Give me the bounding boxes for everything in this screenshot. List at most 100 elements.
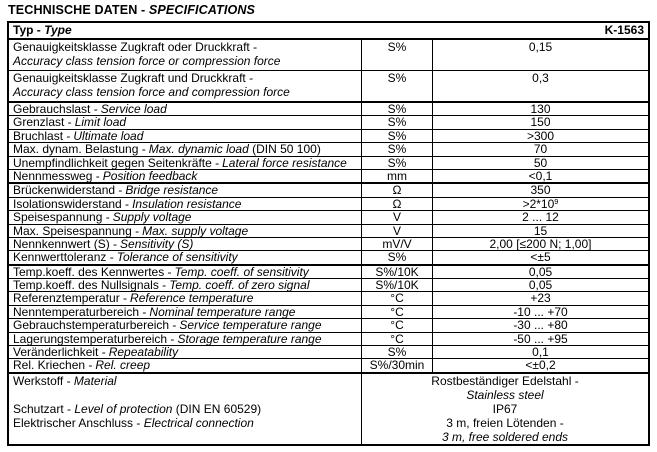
spec-label: Nennkennwert (S) - Sensitivity (S)	[9, 236, 361, 251]
spec-label-de: Speisespannung -	[13, 210, 110, 225]
footer-labels: Werkstoff - Material Schutzart - Level o…	[9, 374, 361, 444]
table-row: Lagerungstemperaturbereich - Storage temp…	[9, 331, 648, 346]
spec-label-de: Lagerungstemperaturbereich -	[13, 331, 175, 346]
footer-label-de: Elektrischer Anschluss -	[13, 415, 141, 430]
spec-label-en: Sensitivity (S)	[120, 236, 194, 251]
spec-value: <±0,2	[432, 359, 648, 372]
footer-label-line	[13, 388, 361, 402]
spec-label-en: Repeatability	[108, 345, 179, 360]
footer-label-de: Werkstoff -	[13, 373, 71, 388]
spec-label-de: Max. Speisespannung -	[13, 223, 140, 238]
spec-unit: S%/10K	[361, 279, 432, 292]
footer-label-suffix: (DIN EN 60529)	[172, 401, 262, 416]
spec-label-en: Temp. coeff. of sensitivity	[174, 264, 309, 279]
spec-unit: °C	[361, 305, 432, 318]
footer-label-en: Level of protection	[74, 401, 173, 416]
spec-unit: S%/10K	[361, 265, 432, 278]
spec-label-de: Genauigkeitsklasse Zugkraft oder Druckkr…	[13, 40, 258, 54]
spec-label-en: Supply voltage	[112, 210, 192, 225]
spec-unit: S%	[361, 102, 432, 116]
table-row: Nenntemperaturbereich - Nominal temperatu…	[9, 304, 648, 319]
spec-label-de: Brückenwiderstand -	[13, 183, 123, 198]
spec-label: Temp.koeff. des Kennwertes - Temp. coeff.…	[9, 264, 361, 279]
table-row: Grenzlast - Limit load S% 150	[9, 115, 648, 130]
spec-value: 15	[432, 224, 648, 237]
spec-label-en: Tolerance of sensitivity	[116, 250, 238, 265]
type-label: Typ - Type	[13, 23, 72, 38]
spec-value: 0,05	[432, 265, 648, 278]
page-title: TECHNISCHE DATEN - SPECIFICATIONS	[8, 3, 657, 17]
footer-value-line: IP67	[492, 401, 518, 416]
spec-unit: S%	[361, 71, 432, 101]
spec-unit: V	[361, 224, 432, 237]
spec-label-de: Temp.koeff. des Kennwertes -	[13, 264, 172, 279]
spec-label: Veränderlichkeit - Repeatability	[9, 345, 361, 360]
spec-label: Genauigkeitsklasse Zugkraft oder Druckkr…	[9, 40, 361, 70]
spec-value: <0,1	[432, 169, 648, 182]
spec-label-en: Ultimate load	[73, 128, 144, 143]
spec-value: 0,3	[432, 71, 648, 101]
spec-label: Referenztemperatur - Reference temperatur…	[9, 291, 361, 306]
spec-label-en: Temp. coeff. of zero signal	[169, 278, 310, 293]
spec-label: Unempfindlichkeit gegen Seitenkräfte - La…	[9, 155, 361, 170]
spec-unit: S%	[361, 346, 432, 359]
footer-value-line: 3 m, freien Lötenden -	[446, 415, 564, 430]
spec-label-de: Gebrauchstemperaturbereich -	[13, 318, 177, 333]
spec-label-de: Veränderlichkeit -	[13, 345, 106, 360]
spec-table: Typ - Type K-1563 Genauigkeitsklasse Zug…	[7, 21, 650, 446]
spec-label-de: Gebrauchslast -	[13, 102, 98, 116]
spec-value: 0,1	[432, 346, 648, 359]
spec-value: >2*109	[432, 197, 648, 210]
spec-label-en: Lateral force resistance	[222, 155, 347, 170]
table-row: Temp.koeff. des Nullsignals - Temp. coeff…	[9, 278, 648, 293]
spec-value: -50 ... +95	[432, 332, 648, 345]
table-row: Brückenwiderstand - Bridge resistance Ω 3…	[9, 182, 648, 198]
spec-value: +23	[432, 292, 648, 305]
footer-value-line: Stainless steel	[466, 387, 544, 402]
spec-label: Grenzlast - Limit load	[9, 115, 361, 130]
spec-label: Rel. Kriechen - Rel. creep	[9, 359, 361, 372]
spec-label-de: Kennwerttoleranz -	[13, 250, 114, 265]
spec-value: -10 ... +70	[432, 305, 648, 318]
footer-label-en: Material	[73, 373, 117, 388]
table-row: Genauigkeitsklasse Zugkraft oder Druckkr…	[9, 38, 648, 70]
table-row: Rel. Kriechen - Rel. creep S%/30min <±0,2	[9, 358, 648, 372]
table-row: Kennwerttoleranz - Tolerance of sensitivi…	[9, 250, 648, 265]
spec-unit: °C	[361, 332, 432, 345]
spec-value: 0,05	[432, 279, 648, 292]
spec-label-en: Nominal temperature range	[149, 304, 296, 319]
spec-unit: °C	[361, 319, 432, 332]
spec-label-en: Accuracy class tension force and compres…	[13, 84, 290, 99]
spec-unit: S%/30min	[361, 359, 432, 372]
table-row: Temp.koeff. des Kennwertes - Temp. coeff.…	[9, 263, 648, 279]
spec-label-en: Service temperature range	[179, 318, 322, 333]
spec-label: Bruchlast - Ultimate load	[9, 128, 361, 143]
table-row: Gebrauchstemperaturbereich - Service temp…	[9, 318, 648, 333]
spec-label-en: Storage temperature range	[177, 331, 322, 346]
spec-unit: S%	[361, 116, 432, 129]
spec-label-en: Max. dynamic load	[148, 142, 249, 157]
spec-label-de: Temp.koeff. des Nullsignals -	[13, 278, 167, 293]
spec-rows-container: Genauigkeitsklasse Zugkraft oder Druckkr…	[9, 38, 648, 372]
table-row: Isolationswiderstand - Insulation resista…	[9, 196, 648, 210]
type-label-en: Type	[44, 23, 72, 37]
spec-label: Lagerungstemperaturbereich - Storage temp…	[9, 331, 361, 346]
type-code: K-1563	[604, 23, 644, 37]
spec-label: Isolationswiderstand - Insulation resista…	[9, 197, 361, 210]
spec-unit: S%	[361, 156, 432, 169]
spec-value: 130	[432, 102, 648, 116]
spec-value: 150	[432, 116, 648, 129]
spec-label-en: Limit load	[74, 115, 127, 130]
spec-label: Brückenwiderstand - Bridge resistance	[9, 183, 361, 198]
footer-label-line: Schutzart - Level of protection (DIN EN …	[13, 402, 361, 416]
spec-label-de: Referenztemperatur -	[13, 291, 128, 306]
spec-label-de: Bruchlast -	[13, 128, 71, 143]
spec-label-de: Nennmessweg -	[13, 168, 100, 183]
footer-label-line: Elektrischer Anschluss - Electrical conn…	[13, 416, 361, 430]
spec-value: -30 ... +80	[432, 319, 648, 332]
spec-value: 2 ... 12	[432, 211, 648, 224]
spec-label-de: Max. dynam. Belastung -	[13, 142, 146, 157]
footer-label-line: Werkstoff - Material	[13, 374, 361, 388]
spec-label-en: Service load	[100, 102, 167, 116]
